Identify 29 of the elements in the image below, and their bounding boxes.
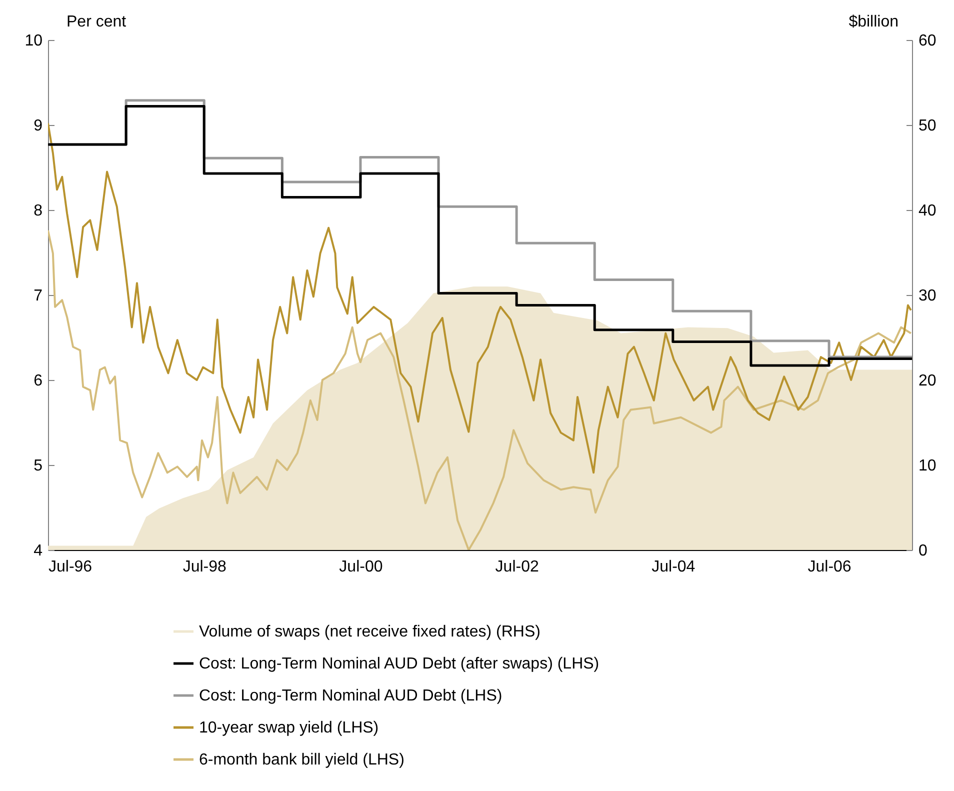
y2-axis-title: $billion: [848, 14, 898, 30]
y-tick-label: 4: [34, 542, 43, 560]
y-tick-label: 10: [24, 32, 43, 50]
legend-label: 10-year swap yield (LHS): [199, 720, 379, 736]
y2-tick-label: 50: [918, 118, 936, 134]
y2-tick-label: 60: [918, 32, 936, 50]
y2-tick-label: 40: [918, 202, 936, 220]
y2-tick-label: 30: [918, 288, 936, 304]
y2-tick-label: 0: [918, 542, 928, 560]
x-tick-label: Jul-96: [48, 558, 92, 576]
legend-label: Volume of swaps (net receive fixed rates) (RHS): [199, 624, 540, 640]
x-tick-label: Jul-04: [652, 558, 696, 576]
y-tick-label: 9: [34, 118, 43, 134]
y-tick-label: 5: [34, 458, 43, 474]
y-tick-label: 8: [34, 202, 43, 220]
x-tick-label: Jul-00: [339, 558, 383, 576]
y2-tick-label: 20: [918, 372, 936, 390]
legend-label: Cost: Long-Term Nominal AUD Debt (after swaps) (LHS): [199, 656, 600, 672]
x-tick-label: Jul-02: [495, 558, 539, 576]
x-tick-label: Jul-06: [808, 558, 852, 576]
legend-label: Cost: Long-Term Nominal AUD Debt (LHS): [199, 688, 502, 704]
y-axis-title: Per cent: [66, 14, 127, 30]
legend-label: 6-month bank bill yield (LHS): [199, 752, 404, 768]
line-series: [48, 122, 912, 474]
y-tick-label: 7: [34, 288, 43, 304]
line-series: [48, 229, 912, 550]
x-tick-label: Jul-98: [182, 558, 227, 576]
y2-tick-label: 10: [918, 458, 936, 474]
y-tick-label: 6: [34, 372, 43, 390]
